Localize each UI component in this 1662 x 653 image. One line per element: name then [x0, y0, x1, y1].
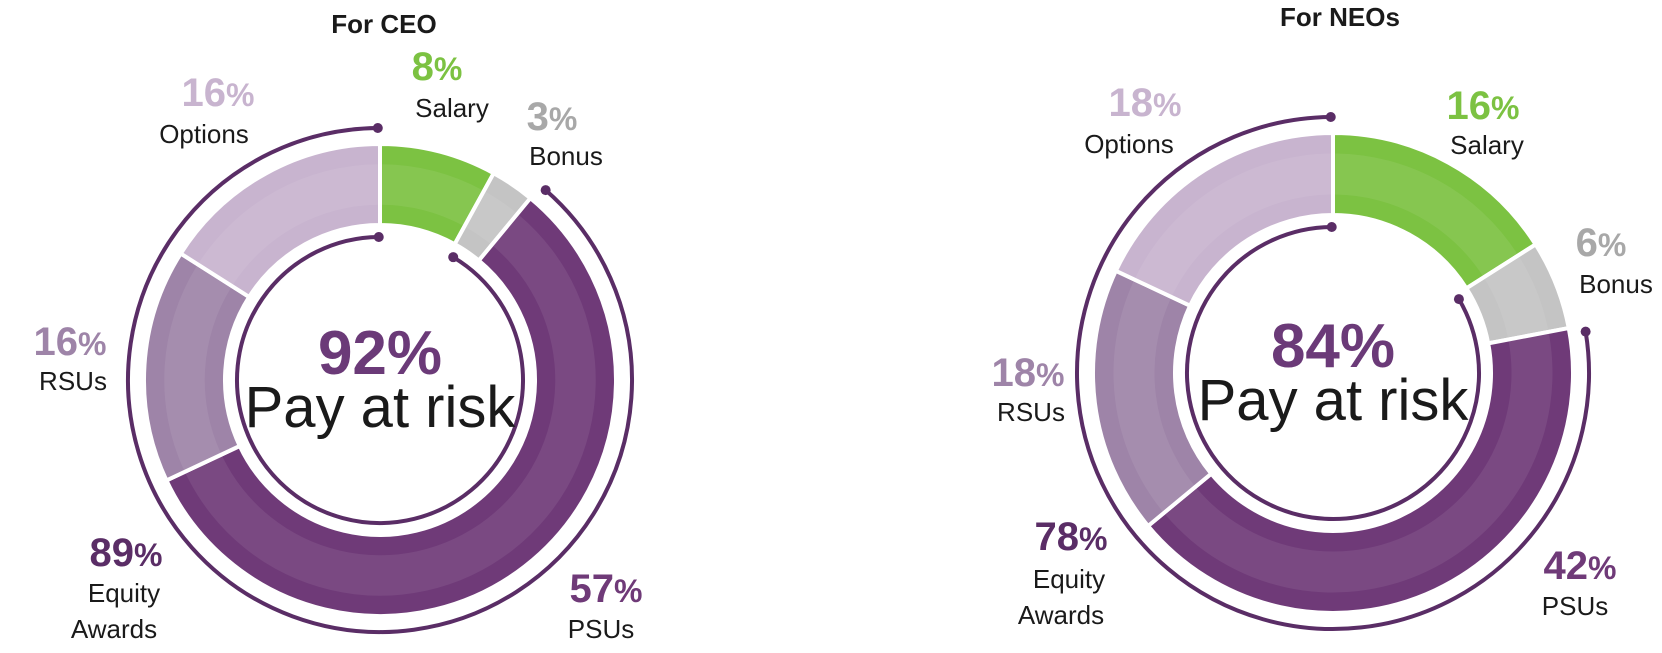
- neo-chart: For NEOs 84% Pay at risk 16% Salary 6% B…: [992, 2, 1653, 631]
- neo-bonus-label: Bonus: [1579, 269, 1653, 299]
- ceo-salary-label: Salary: [415, 93, 489, 123]
- neo-equity-awards-label-line1: Equity: [1033, 564, 1105, 594]
- ceo-equity-awards-label-line2: Awards: [71, 614, 157, 644]
- neo-psus-segment-highlight: [1165, 334, 1553, 593]
- neo-equity-awards-label-line2: Awards: [1018, 600, 1104, 630]
- neo-equity-awards-bracket: [1075, 115, 1591, 631]
- ceo-equity-bracket-end-dot: [372, 123, 383, 134]
- ceo-rsus-label: RSUs: [39, 366, 107, 396]
- neo-pay-at-risk-label: Pay at risk: [1198, 368, 1470, 433]
- ceo-psus-percent: 57%: [570, 567, 643, 611]
- ceo-pay-at-risk-bracket: [235, 235, 525, 525]
- ceo-options-label: Options: [159, 119, 249, 149]
- neo-salary-percent: 16%: [1447, 84, 1520, 128]
- ceo-salary-percent: 8%: [412, 45, 463, 89]
- neo-bonus-segment-highlight: [1484, 257, 1549, 338]
- ceo-pay-at-risk-label: Pay at risk: [245, 375, 517, 440]
- neo-rsus-label: RSUs: [997, 397, 1065, 427]
- ceo-chart: For CEO 92% Pay at risk 8% Salary 3% Bon…: [34, 9, 643, 644]
- ceo-pay-at-risk-brackets: [126, 123, 634, 634]
- ceo-chart-title: For CEO: [331, 9, 436, 39]
- neo-rsus-percent: 18%: [992, 351, 1065, 395]
- ceo-equity-awards-label-line1: Equity: [88, 578, 160, 608]
- ceo-options-segment: [177, 141, 382, 300]
- neo-pay-at-risk-brackets: [1075, 112, 1591, 631]
- neo-risk-bracket-start-dot: [1453, 294, 1464, 305]
- neo-pay-at-risk-bracket: [1185, 225, 1481, 521]
- ceo-bonus-percent: 3%: [527, 95, 578, 139]
- ceo-equity-awards-percent: 89%: [90, 531, 163, 575]
- ceo-options-percent: 16%: [182, 71, 255, 115]
- neo-equity-bracket-end-dot: [1325, 112, 1336, 123]
- neo-pay-at-risk-value: 84%: [1271, 312, 1395, 381]
- neo-bonus-percent: 6%: [1576, 221, 1627, 265]
- ceo-bonus-label: Bonus: [529, 141, 603, 171]
- ceo-options-segment-highlight: [199, 164, 379, 285]
- neo-psus-segment: [1145, 325, 1575, 615]
- neo-options-segment: [1113, 130, 1335, 309]
- ceo-risk-bracket-start-dot: [448, 252, 459, 263]
- neo-psus-label: PSUs: [1542, 591, 1608, 621]
- neo-donut-ring: [1091, 130, 1575, 615]
- ceo-rsus-percent: 16%: [34, 320, 107, 364]
- neo-salary-label: Salary: [1450, 130, 1524, 160]
- neo-rsus-segment-highlight: [1113, 281, 1195, 512]
- neo-equity-awards-percent: 78%: [1035, 515, 1108, 559]
- neo-equity-bracket-start-dot: [1580, 326, 1591, 337]
- ceo-equity-awards-bracket: [126, 126, 634, 634]
- ceo-bonus-segment-highlight: [466, 192, 516, 244]
- ceo-pay-at-risk-value: 92%: [318, 319, 442, 388]
- ceo-salary-segment-highlight: [381, 164, 482, 226]
- neo-options-percent: 18%: [1109, 81, 1182, 125]
- ceo-donut-ring: [142, 141, 618, 618]
- neo-options-segment-highlight: [1135, 153, 1332, 296]
- ceo-risk-bracket-end-dot: [373, 232, 384, 243]
- ceo-rsus-segment-highlight: [164, 266, 232, 470]
- neo-salary-segment-highlight: [1334, 153, 1518, 276]
- ceo-psus-label: PSUs: [568, 614, 634, 644]
- neo-risk-bracket-end-dot: [1326, 222, 1337, 233]
- neo-options-label: Options: [1084, 129, 1174, 159]
- neo-psus-percent: 42%: [1544, 544, 1617, 588]
- neo-chart-title: For NEOs: [1280, 2, 1400, 32]
- ceo-psus-segment: [163, 195, 618, 618]
- ceo-equity-bracket-start-dot: [540, 185, 551, 196]
